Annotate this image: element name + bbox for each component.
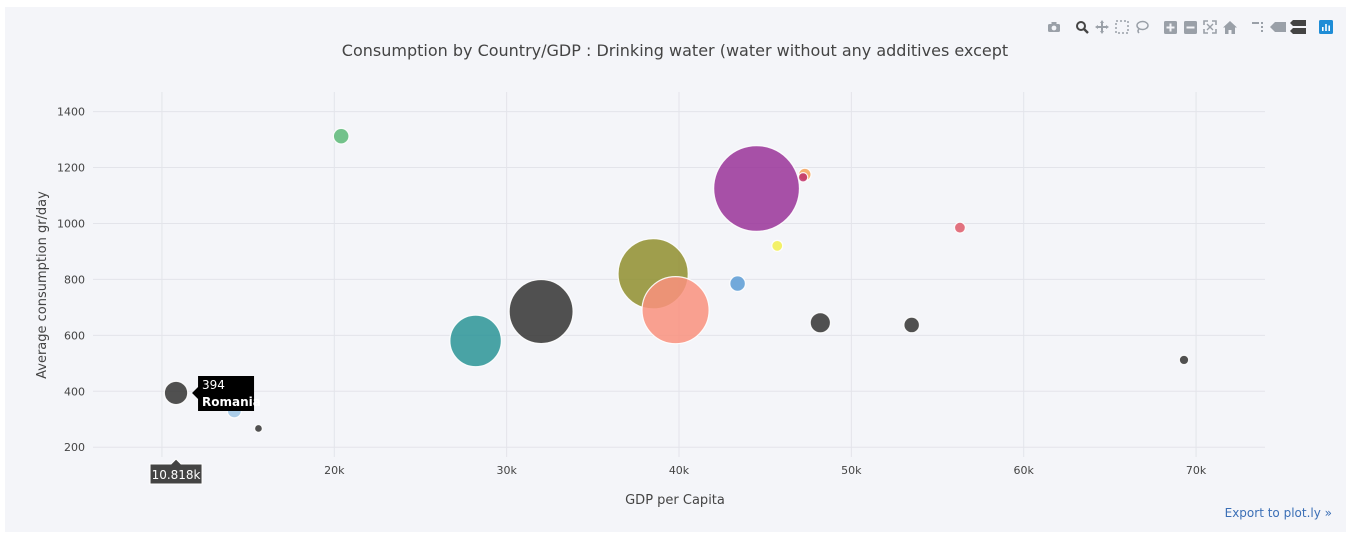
data-point[interactable] [508,278,574,345]
y-tick-label: 400 [64,385,85,398]
zoom-out-icon[interactable] [1180,18,1200,36]
y-axis-title: Average consumption gr/day [35,191,50,379]
x-tick-label: 20k [324,464,345,477]
data-point[interactable] [1178,354,1190,366]
camera-icon[interactable] [1044,18,1064,36]
data-point[interactable] [771,239,784,252]
spike-lines-icon[interactable] [1248,18,1268,36]
x-tick-label: 30k [496,464,517,477]
data-point[interactable] [253,423,263,433]
x-tick-label: 60k [1014,464,1035,477]
autoscale-icon[interactable] [1200,18,1220,36]
box-select-icon[interactable] [1112,18,1132,36]
zoom-icon[interactable] [1072,18,1092,36]
x-hover-value: 10.818k [152,468,201,482]
x-axis-ticks: 10k20k30k40k50k60k70k [152,464,1207,477]
y-tick-label: 600 [64,329,85,342]
data-point[interactable] [809,312,832,334]
data-point[interactable] [449,314,502,368]
x-tick-label: 40k [669,464,690,477]
hover-tooltip [192,375,255,411]
lasso-icon[interactable] [1132,18,1152,36]
y-tick-label: 800 [64,273,85,286]
pan-icon[interactable] [1092,18,1112,36]
y-tick-label: 1400 [57,106,85,119]
reset-axes-icon[interactable] [1220,18,1240,36]
data-point[interactable] [903,316,921,334]
y-tick-label: 1200 [57,162,85,175]
y-tick-label: 1000 [57,217,85,230]
data-point[interactable] [953,221,966,234]
data-point[interactable] [641,276,710,345]
y-tick-label: 200 [64,441,85,454]
hover-value: 394 [202,378,225,392]
data-point[interactable] [332,127,350,145]
hover-name: Romania [202,395,261,409]
export-to-plotly-link[interactable]: Export to plot.ly » [1224,506,1332,520]
hover-layer: 394 Romania 10.818k [149,375,261,485]
x-tick-label: 50k [841,464,862,477]
x-axis-title: GDP per Capita [625,493,725,508]
hover-compare-icon[interactable] [1288,18,1308,36]
plotly-logo-icon[interactable] [1316,18,1336,36]
data-points[interactable] [163,127,1190,433]
data-point[interactable] [797,172,809,183]
x-tick-label: 70k [1186,464,1207,477]
hover-closest-icon[interactable] [1268,18,1288,36]
chart-title: Consumption by Country/GDP : Drinking wa… [342,41,1008,60]
plot-frame: Consumption by Country/GDP : Drinking wa… [5,7,1346,532]
scatter-chart: Consumption by Country/GDP : Drinking wa… [35,41,1265,508]
y-axis-ticks: 200 400 600 800 1000 1200 1400 [57,106,85,455]
x-hover-label [149,458,203,485]
data-point[interactable] [713,144,801,232]
modebar [1044,18,1336,36]
zoom-in-icon[interactable] [1160,18,1180,36]
data-point[interactable] [163,380,189,406]
data-point[interactable] [729,275,746,292]
